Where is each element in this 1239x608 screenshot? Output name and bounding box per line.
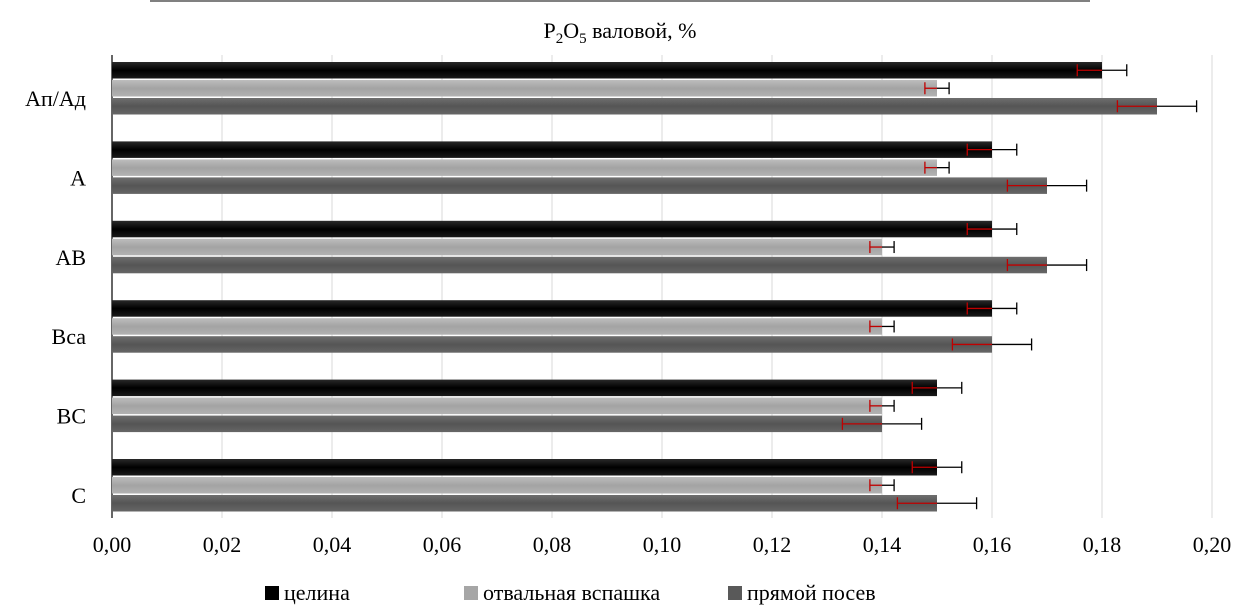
error-bar-0-2 bbox=[1116, 100, 1198, 113]
title-sub-1: 2 bbox=[556, 31, 564, 47]
bar-4-2 bbox=[112, 415, 882, 433]
legend-swatch-1 bbox=[464, 586, 478, 600]
chart-title: P2O5 валовой, % bbox=[543, 18, 696, 47]
error-bar-4-1 bbox=[869, 399, 895, 412]
error-bar-3-2 bbox=[951, 338, 1033, 351]
x-tick-label-10: 0,20 bbox=[1193, 532, 1232, 557]
legend-swatch-0 bbox=[265, 586, 279, 600]
x-tick-label-3: 0,06 bbox=[423, 532, 462, 557]
bars bbox=[112, 62, 1157, 512]
bar-4-0 bbox=[112, 379, 937, 397]
bar-2-1 bbox=[112, 238, 882, 256]
x-tick-label-2: 0,04 bbox=[313, 532, 352, 557]
x-tick-labels: 0,00 0,02 0,04 0,06 0,08 0,10 0,12 0,14 0,16 0,18… bbox=[93, 532, 1232, 557]
bar-3-0 bbox=[112, 300, 992, 317]
x-tick-label-5: 0,10 bbox=[643, 532, 682, 557]
error-bar-2-1 bbox=[869, 241, 895, 254]
error-bar-4-2 bbox=[841, 417, 923, 430]
bar-3-2 bbox=[112, 336, 992, 353]
bar-0-1 bbox=[112, 80, 937, 97]
bar-4-1 bbox=[112, 397, 882, 415]
bar-5-2 bbox=[112, 495, 937, 512]
bar-3-1 bbox=[112, 318, 882, 335]
legend-swatch-2 bbox=[728, 586, 742, 600]
x-tick-label-9: 0,18 bbox=[1083, 532, 1122, 557]
x-tick-label-4: 0,08 bbox=[533, 532, 572, 557]
bar-5-1 bbox=[112, 477, 882, 494]
error-bar-5-2 bbox=[896, 497, 978, 510]
legend: целина отвальная вспашка прямой посев bbox=[265, 580, 876, 605]
category-label-5: С bbox=[71, 483, 86, 508]
x-tick-label-1: 0,02 bbox=[203, 532, 242, 557]
bar-2-0 bbox=[112, 220, 992, 238]
error-bar-1-2 bbox=[1006, 179, 1088, 192]
error-bar-1-0 bbox=[966, 143, 1018, 156]
error-bar-0-0 bbox=[1076, 64, 1128, 77]
title-rest: валовой, % bbox=[587, 18, 697, 43]
error-bar-5-0 bbox=[911, 461, 963, 474]
legend-label-1: отвальная вспашка bbox=[483, 580, 660, 605]
title-sub-2: 5 bbox=[579, 31, 587, 47]
x-tick-label-0: 0,00 bbox=[93, 532, 132, 557]
error-bar-1-1 bbox=[924, 161, 950, 174]
x-tick-label-8: 0,16 bbox=[973, 532, 1012, 557]
bar-5-0 bbox=[112, 459, 937, 476]
bar-2-2 bbox=[112, 256, 1047, 274]
category-labels: Ап/Ад А АВ Вса ВС С bbox=[25, 86, 86, 508]
error-bar-2-2 bbox=[1006, 259, 1088, 272]
legend-item-0: целина bbox=[265, 580, 350, 605]
x-tick-label-7: 0,14 bbox=[863, 532, 902, 557]
legend-item-2: прямой посев bbox=[728, 580, 876, 605]
bar-1-1 bbox=[112, 159, 937, 176]
category-label-0: Ап/Ад bbox=[25, 86, 86, 111]
title-part-b: O bbox=[563, 18, 579, 43]
legend-label-2: прямой посев bbox=[747, 580, 876, 605]
error-bar-3-0 bbox=[966, 302, 1018, 315]
bar-0-0 bbox=[112, 62, 1102, 79]
error-bar-0-1 bbox=[924, 82, 950, 95]
error-bar-2-0 bbox=[966, 223, 1018, 236]
title-part-a: P bbox=[543, 18, 555, 43]
error-bar-3-1 bbox=[869, 320, 895, 333]
legend-item-1: отвальная вспашка bbox=[464, 580, 660, 605]
grid-lines bbox=[111, 55, 1213, 518]
x-tick-label-6: 0,12 bbox=[753, 532, 792, 557]
legend-label-0: целина bbox=[284, 580, 350, 605]
category-label-1: А bbox=[70, 165, 86, 190]
bar-1-2 bbox=[112, 177, 1047, 194]
category-label-4: ВС bbox=[57, 404, 86, 429]
error-bar-5-1 bbox=[869, 479, 895, 492]
category-label-2: АВ bbox=[55, 245, 86, 270]
bar-0-2 bbox=[112, 98, 1157, 115]
error-bar-4-0 bbox=[911, 381, 963, 394]
bar-1-0 bbox=[112, 141, 992, 158]
category-label-3: Вса bbox=[52, 324, 87, 349]
error-bars bbox=[841, 64, 1198, 510]
